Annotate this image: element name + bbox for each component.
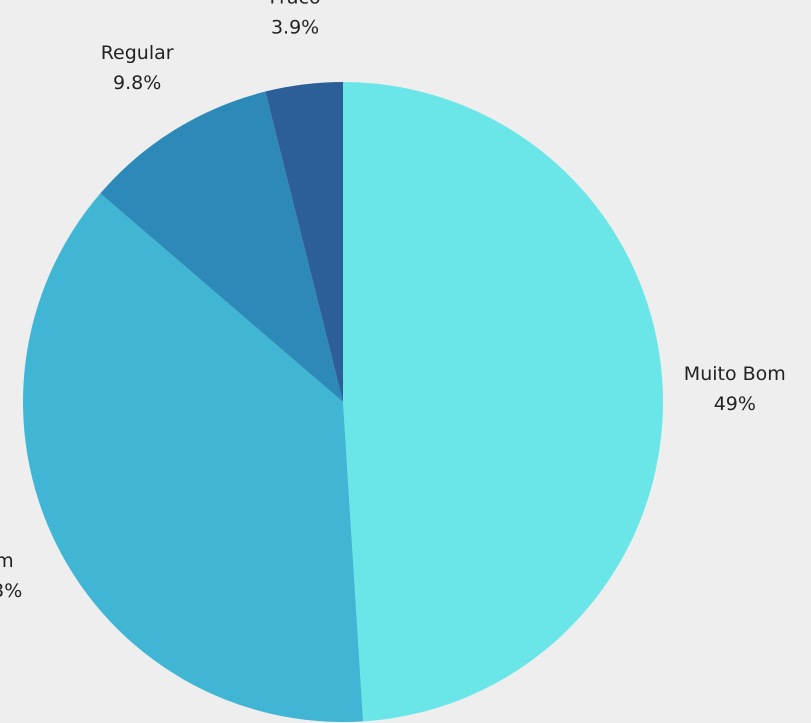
pie-slice [343, 82, 663, 722]
slice-label: Fraco [270, 0, 321, 8]
pie-slice [265, 82, 343, 402]
pie-slice [100, 91, 343, 403]
slice-label: Regular [101, 42, 174, 64]
slice-value-label: 9.8% [113, 72, 161, 94]
slice-value-label: 49% [714, 393, 756, 415]
slice-label: Muito Bom [684, 363, 786, 385]
slice-label: Bom [0, 550, 14, 572]
pie-slice [23, 193, 364, 722]
slice-value-label: 3.9% [271, 16, 319, 38]
slice-value-label: 37.3% [0, 580, 22, 602]
